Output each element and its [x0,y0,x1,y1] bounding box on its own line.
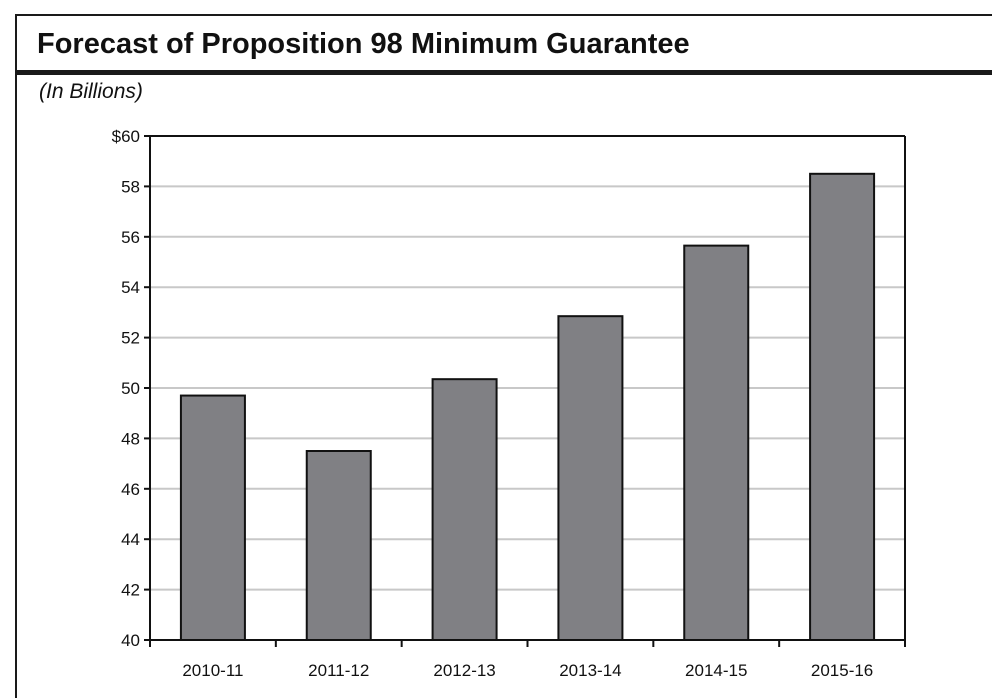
bar-2010-11 [179,394,246,641]
y-tick-label: 50 [121,379,140,398]
x-axis-ticks: 2010-11 2011-12 2012-13 2013-14 2014-15 2015-… [149,640,906,680]
title-divider [17,70,992,75]
bar-2014-15 [683,244,750,641]
chart-frame: Forecast of Proposition 98 Minimum Guara… [15,14,992,698]
x-tick-label: 2011-12 [308,661,369,680]
bar-2012-13 [431,378,498,641]
y-tick-label: 40 [121,631,140,650]
y-tick-label: 52 [121,329,140,348]
x-tick-label: 2013-14 [559,661,621,680]
chart-title: Forecast of Proposition 98 Minimum Guara… [37,28,690,60]
x-tick-label: 2010-11 [182,661,243,680]
y-axis-ticks: 40 42 44 46 48 50 52 54 56 58 $60 [112,127,150,650]
y-tick-label: 46 [121,480,140,499]
bar-2015-16 [809,172,876,642]
bars [179,172,876,642]
chart-subtitle: (In Billions) [39,80,143,103]
x-tick-label: 2012-13 [433,661,495,680]
bar-2013-14 [557,315,624,641]
y-tick-label: 42 [121,581,140,600]
bar-2011-12 [305,450,372,641]
x-tick-label: 2014-15 [685,661,747,680]
y-tick-label: 56 [121,228,140,247]
y-tick-label: $60 [112,127,140,146]
x-tick-label: 2015-16 [811,661,873,680]
y-tick-label: 44 [121,530,140,549]
y-tick-label: 58 [121,177,140,196]
gridlines [150,185,905,591]
y-tick-label: 48 [121,429,140,448]
y-tick-label: 54 [121,278,140,297]
